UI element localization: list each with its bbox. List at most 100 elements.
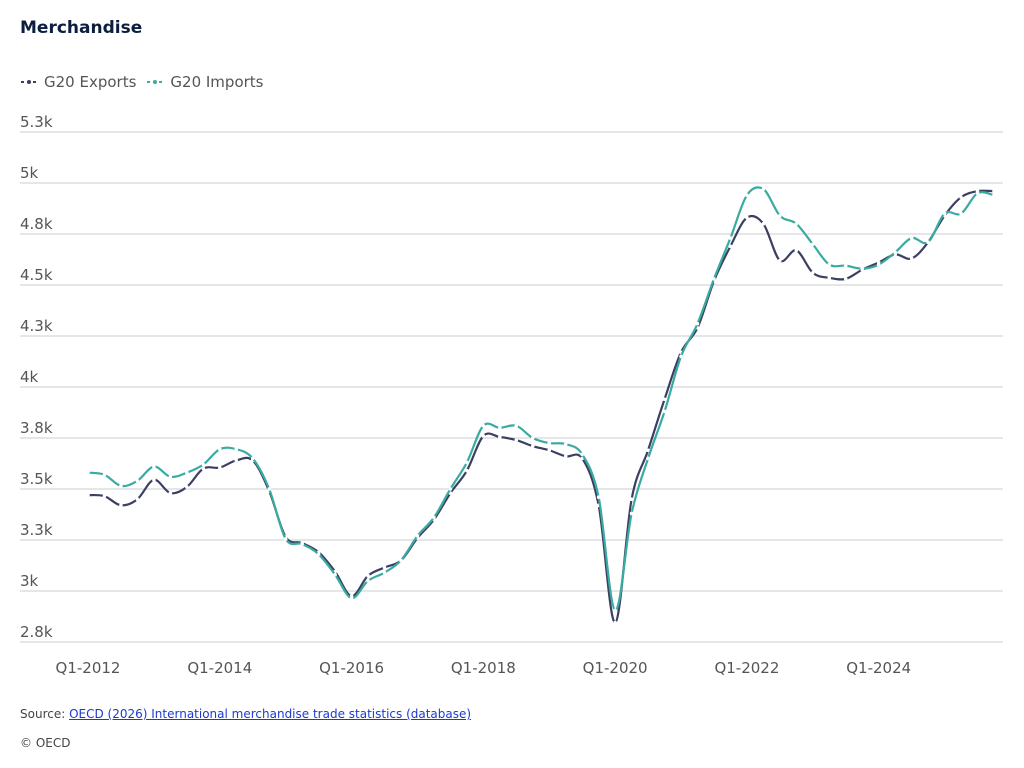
data-point-imports [876,262,881,267]
data-point-exports [909,256,914,261]
data-point-exports [811,270,815,275]
data-point-exports [119,503,123,508]
x-tick-label: Q1-2020 [583,659,648,677]
y-tick-label: 4.3k [20,317,53,335]
data-point-exports [168,491,173,495]
y-tick-label: 4k [20,368,39,386]
data-point-exports [530,444,535,448]
data-point-imports [366,579,370,583]
x-tick-label: Q1-2012 [56,659,121,677]
legend-label-imports: G20 Imports [170,73,264,91]
data-point-imports [316,552,321,557]
data-point-exports [843,277,848,281]
data-point-imports [283,537,288,541]
series-line-imports [87,186,995,612]
legend-label-exports: G20 Exports [44,73,137,91]
y-tick-label: 4.8k [20,215,53,233]
data-point-imports [102,472,107,477]
data-point-imports [234,447,239,452]
source-link[interactable]: OECD (2026) International merchandise tr… [69,707,472,721]
data-point-imports [629,511,634,516]
data-point-imports [926,240,930,244]
data-point-imports [432,515,436,520]
data-point-imports [959,211,963,216]
data-point-imports [778,213,782,218]
data-point-imports [185,470,189,475]
data-point-imports [399,558,403,563]
data-point-exports [547,448,552,453]
data-point-exports [366,573,370,578]
data-point-imports [530,436,535,440]
legend: G20 Exports G20 Imports [20,73,263,91]
data-point-exports [778,258,782,263]
y-tick-label: 5k [20,164,39,182]
data-point-imports [909,236,914,240]
source-note: Source: OECD (2026) International mercha… [20,707,471,721]
x-tick-label: Q1-2022 [714,659,779,677]
data-point-imports [333,572,337,577]
data-point-exports [217,465,222,470]
data-point-exports [185,485,189,489]
data-point-exports [563,454,568,459]
legend-item-imports[interactable]: G20 Imports [146,73,263,91]
data-point-exports [662,397,667,402]
data-point-exports [646,448,650,453]
data-point-imports [119,484,123,488]
data-point-imports [843,263,848,268]
data-point-imports [547,441,552,445]
data-point-exports [234,458,239,463]
data-point-exports [481,434,486,438]
data-point-exports [465,468,469,473]
data-point-exports [86,493,90,497]
data-point-imports [596,495,601,499]
data-point-imports [975,191,980,195]
data-point-exports [613,620,617,625]
data-point-exports [102,494,107,498]
data-point-imports [745,193,749,198]
data-point-imports [728,236,733,240]
data-point-exports [794,248,799,253]
y-tick-label: 3k [20,572,39,590]
data-point-imports [349,596,354,600]
exports-line-icon [21,80,37,84]
data-point-imports [465,460,469,465]
imports-line-icon [147,80,164,84]
data-point-imports [250,456,255,461]
data-point-exports [761,222,766,226]
data-point-imports [514,423,519,428]
source-prefix: Source: [20,707,70,721]
data-point-imports [662,409,667,414]
data-point-imports [382,570,387,575]
data-point-imports [201,462,206,467]
data-point-imports [563,442,568,446]
y-tick-label: 3.3k [20,521,53,539]
y-tick-label: 3.8k [20,419,53,437]
data-point-exports [201,466,206,471]
data-point-exports [992,189,996,193]
data-point-exports [152,478,156,482]
data-point-imports [811,242,815,246]
data-point-imports [300,542,304,546]
data-point-exports [728,244,733,249]
x-tick-label: Q1-2014 [187,659,252,677]
data-point-imports [992,193,996,198]
data-point-imports [135,479,140,483]
data-point-imports [168,474,173,479]
data-point-imports [712,277,716,281]
data-point-exports [629,497,634,502]
data-point-imports [86,470,90,475]
y-tick-label: 5.3k [20,113,53,131]
y-tick-label: 2.8k [20,623,53,641]
legend-item-exports[interactable]: G20 Exports [20,73,136,91]
data-point-imports [761,187,766,191]
data-point-imports [860,266,865,271]
data-point-imports [217,447,222,452]
data-point-imports [679,354,683,359]
x-tick-label: Q1-2016 [319,659,384,677]
data-point-imports [267,487,272,491]
data-point-exports [135,497,140,502]
chart-title: Merchandise [20,18,143,38]
data-point-imports [794,222,799,226]
y-tick-label: 4.5k [20,266,53,284]
data-point-exports [745,215,749,220]
